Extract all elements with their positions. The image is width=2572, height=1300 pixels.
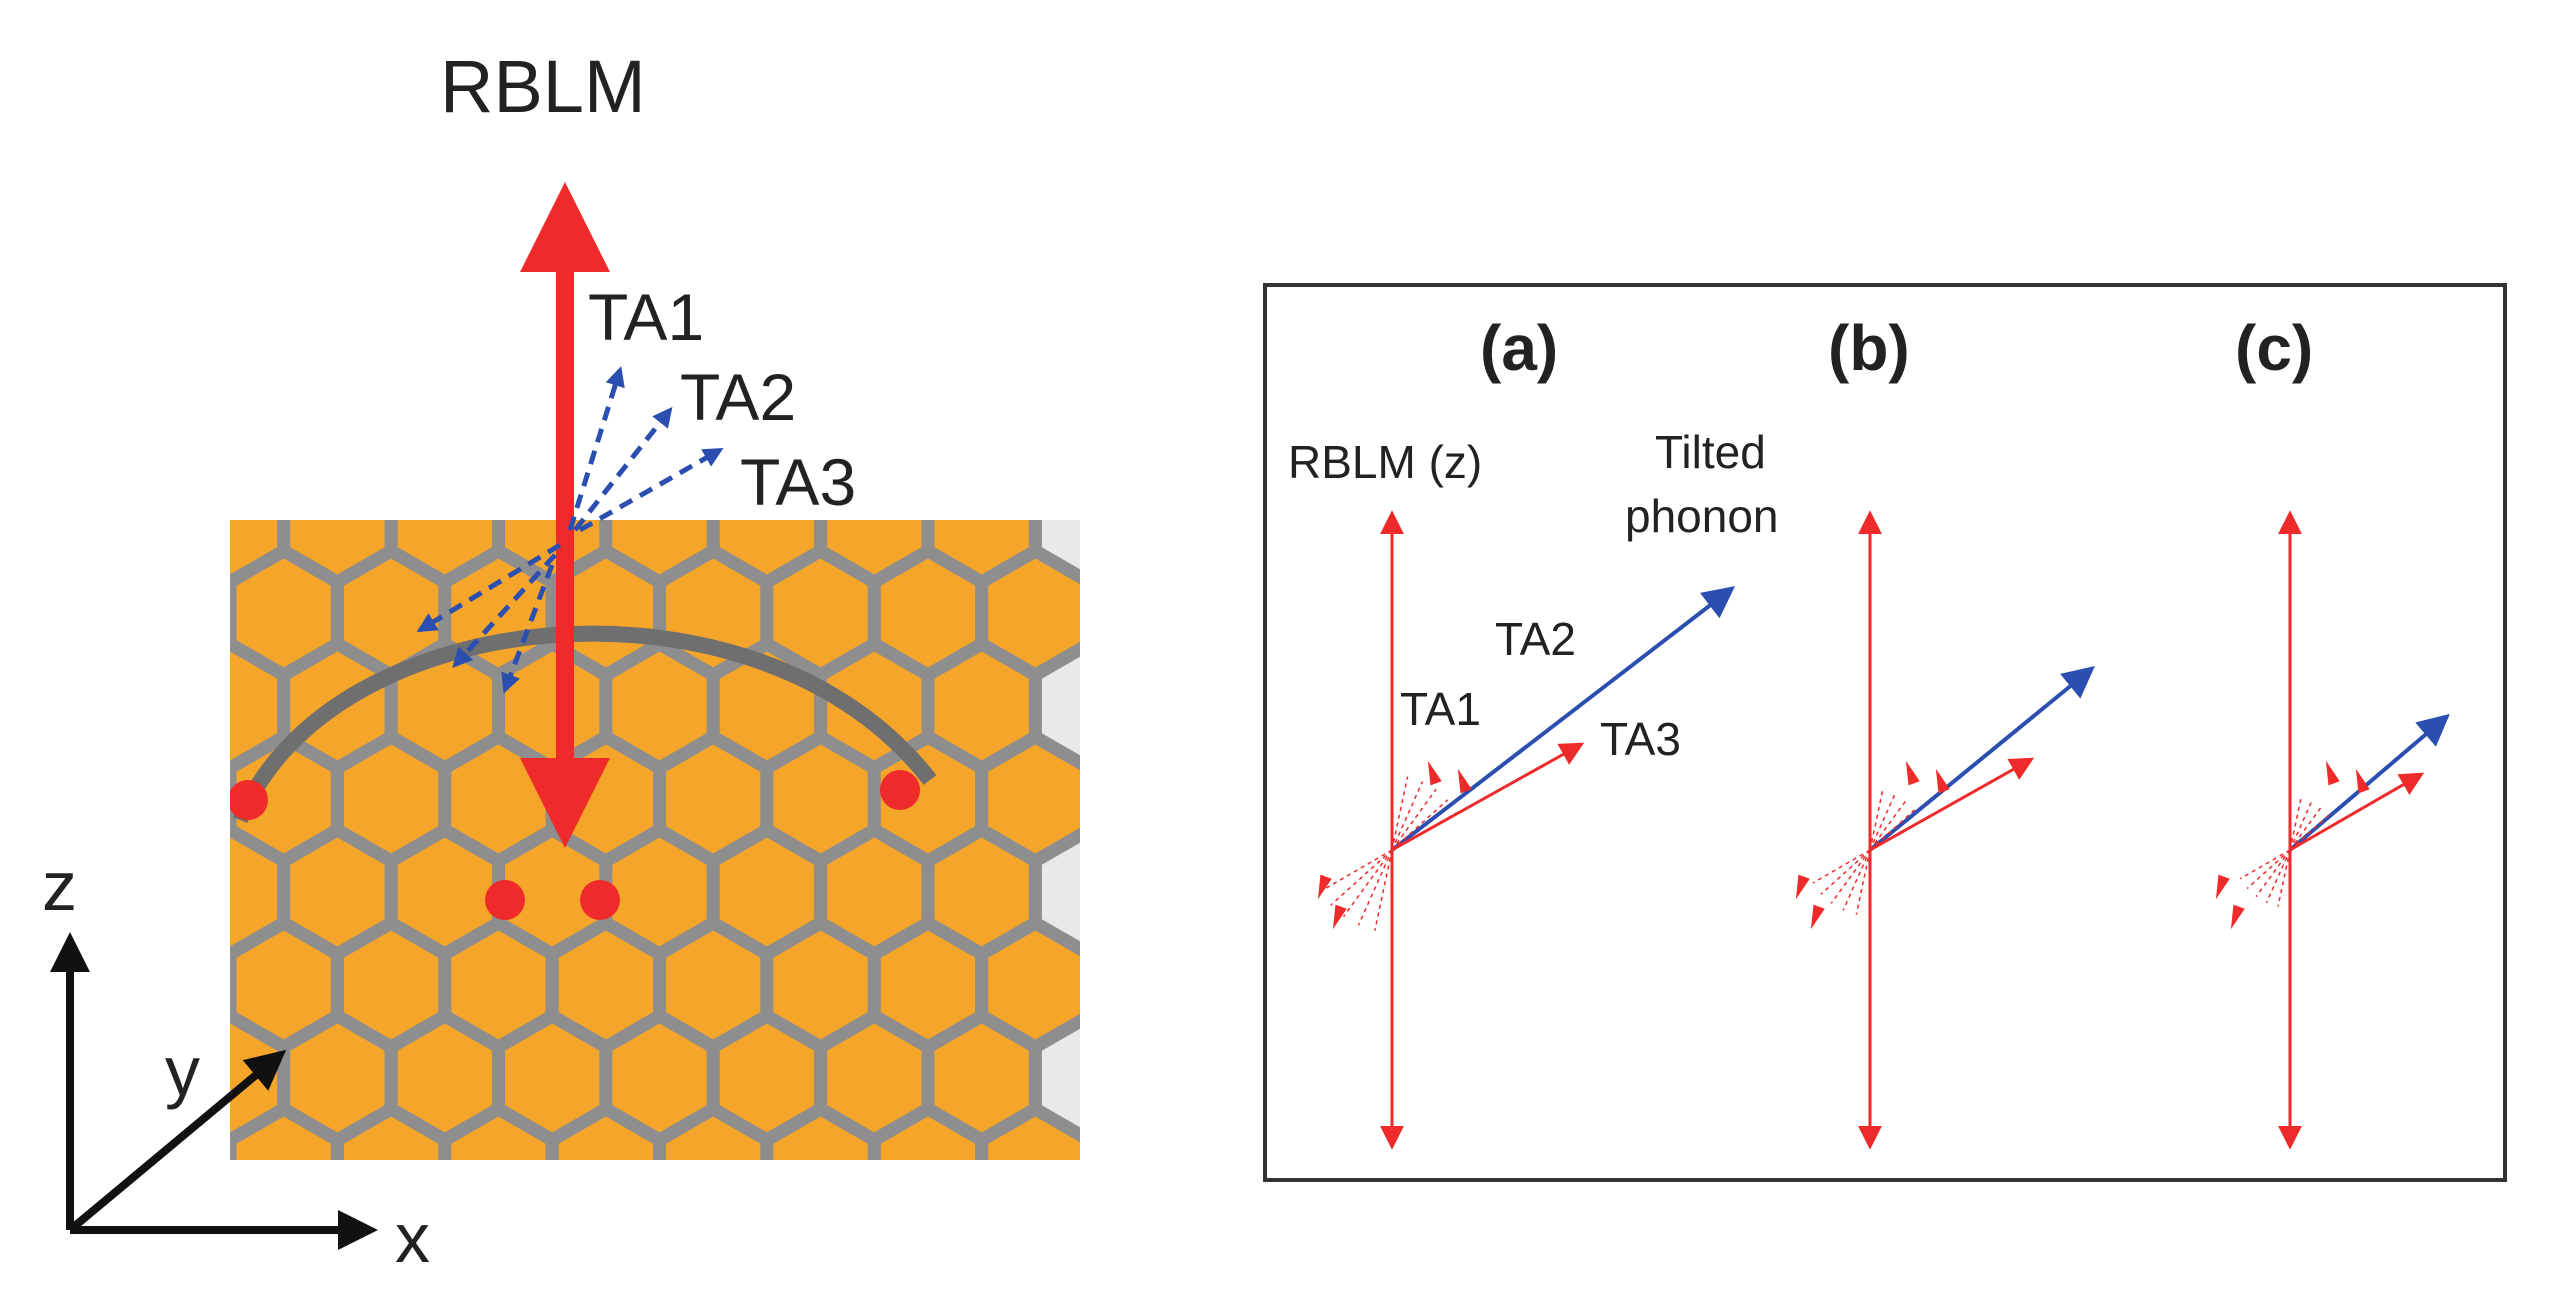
lattice-hexagon (545, 1102, 666, 1160)
ta3-schematic-label: TA3 (1600, 713, 1681, 765)
panel-label-b: (b) (1828, 312, 1910, 384)
tilted-label-line2: phonon (1625, 490, 1779, 542)
fan-line-lower (1374, 849, 1393, 931)
defect-atom (230, 780, 268, 820)
fan-line-lower (2239, 849, 2291, 880)
lattice-hexagon (713, 1202, 820, 1300)
fan-line-lower (1830, 849, 1871, 904)
ta2-label: TA2 (680, 360, 796, 434)
defect-atom (485, 880, 525, 920)
lattice-hexagon (284, 1202, 391, 1300)
lattice-hexagon (653, 1102, 774, 1160)
ta-arrowhead (1427, 760, 1442, 786)
fan-line-lower (2277, 849, 2291, 907)
ta2-schematic-label: TA2 (1495, 613, 1576, 665)
fan-line-upper (1869, 809, 1916, 851)
defect-atom (580, 880, 620, 920)
rblm-label: RBLM (440, 45, 646, 128)
ta-arrowhead (1332, 904, 1347, 930)
lattice-hexagon (230, 365, 337, 489)
lattice-hexagon (760, 1102, 881, 1160)
lattice-hexagon (606, 1202, 713, 1300)
tilted-phonon-arrow-2 (2288, 713, 2450, 852)
axis-z-label: z (42, 847, 77, 925)
lattice-hexagon (69, 458, 176, 582)
lattice-hexagon (867, 1102, 989, 1160)
graphene-lattice-illustration (69, 365, 1089, 1300)
defect-atom (880, 770, 920, 810)
fan-line-lower (1320, 849, 1393, 892)
rblm-z-label: RBLM (z) (1288, 436, 1482, 488)
lattice-hexagon (821, 1202, 928, 1300)
lattice-hexagon (975, 1102, 1080, 1160)
fan-line-lower (1855, 849, 1871, 915)
fan-line-upper (2289, 823, 2336, 851)
lattice-hexagon (928, 1202, 1035, 1300)
fan-line-lower (1812, 849, 1871, 884)
lattice-hexagon (230, 1102, 344, 1160)
ta-arrowhead (2325, 760, 2340, 786)
tilted-label-line1: Tilted (1655, 426, 1766, 478)
lattice-hexagon (330, 1102, 452, 1160)
lattice-hexagon (69, 644, 176, 768)
lattice-hexagon (123, 365, 230, 489)
fan-line-lower (1357, 849, 1393, 926)
lattice-hexagon (438, 1102, 559, 1160)
fan-line-upper (1869, 819, 1923, 851)
fan-line-upper (1869, 801, 1906, 851)
fan-line-upper (2289, 801, 2313, 851)
ta-arrowhead (1905, 760, 1920, 786)
lattice-hexagon (230, 574, 237, 652)
panel-label-a: (a) (1480, 312, 1558, 384)
ta3-arrow-1 (1869, 757, 2035, 852)
ta-arrowhead (2355, 768, 2370, 794)
fan-line-lower (1330, 849, 1393, 906)
phonon-schematics (1317, 510, 2450, 1150)
ta-arrowhead (2215, 874, 2230, 900)
fan-line-lower (1842, 849, 1871, 911)
ta-arrowhead (2230, 904, 2245, 930)
fan-line-lower (1820, 849, 1871, 895)
ta-arrowhead (1457, 768, 1472, 794)
lattice-hexagon (982, 365, 1089, 489)
lattice-hexagon (230, 946, 237, 1024)
tilted-phonon-arrow-1 (1868, 665, 2095, 852)
fan-line-lower (2265, 849, 2291, 904)
lattice-hexagon (69, 830, 176, 954)
lattice-hexagon (337, 365, 444, 489)
ta1-schematic-label: TA1 (1400, 683, 1481, 735)
lattice-hexagon (176, 1202, 283, 1300)
fan-line-upper (1869, 791, 1884, 851)
coordinate-axes (50, 932, 378, 1250)
axis-x-label: x (395, 1199, 430, 1277)
ta-arrowhead (1795, 874, 1810, 900)
ta-arrowhead (1810, 904, 1825, 930)
fan-line-upper (2289, 814, 2330, 851)
ta1-label: TA1 (588, 280, 704, 354)
lattice-hexagon (69, 1016, 176, 1140)
panel-label-c: (c) (2235, 312, 2313, 384)
ta-arrowhead (1317, 874, 1332, 900)
lattice-hexagon (230, 760, 237, 838)
lattice-hexagon (499, 1202, 606, 1300)
fan-line-upper (2289, 798, 2302, 851)
fan-line-lower (2255, 849, 2291, 898)
axis-y-label: y (165, 1032, 200, 1110)
fan-line-lower (2246, 849, 2291, 890)
lattice-hexagon (874, 365, 981, 489)
lattice-hexagon (445, 365, 552, 489)
ta-arrowhead (1935, 768, 1950, 794)
tilted-phonon-arrow-0 (1390, 586, 1736, 852)
ta3-label: TA3 (740, 445, 856, 519)
fan-line-lower (1342, 849, 1393, 918)
ta-dashed-arrows (416, 366, 724, 694)
fan-line-upper (1869, 794, 1896, 851)
fan-line-upper (2289, 807, 2322, 851)
